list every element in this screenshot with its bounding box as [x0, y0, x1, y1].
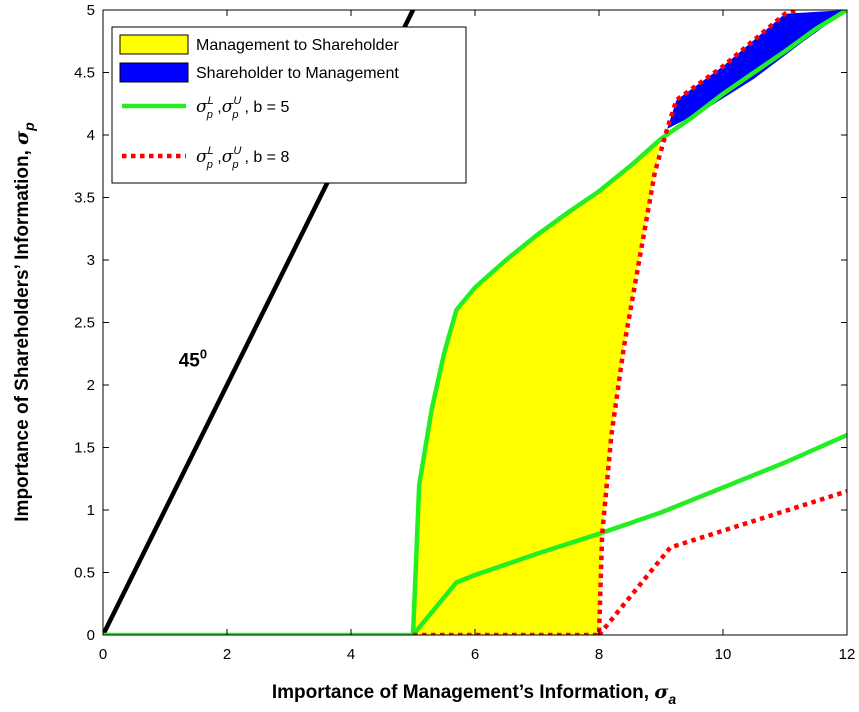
legend-sigma-lower-b5: σ — [196, 97, 208, 117]
legend-sigma-upper-b8: σ — [222, 147, 234, 167]
y-axis-title: Importance of Shareholders’ Information,… — [11, 122, 37, 522]
legend-label-management-to-shareholder: Management to Shareholder — [196, 37, 399, 54]
y-tick-label: 1 — [87, 502, 95, 519]
x-axis-title-text: Importance of Management’s Information, — [272, 682, 655, 703]
legend-sigma-lower-b5-sup: L — [208, 95, 214, 107]
y-tick-label: 3.5 — [74, 190, 95, 207]
legend: Management to Shareholder Shareholder to… — [111, 26, 467, 184]
y-axis-ticks: 0 0.5 1 1.5 2 2.5 3 3.5 4 4.5 5 — [74, 2, 847, 644]
legend-sigma-lower-b8-sup: L — [208, 145, 214, 157]
legend-swatch-blue — [119, 62, 189, 83]
legend-entry-management-to-shareholder: Management to Shareholder — [119, 34, 399, 55]
legend-sigma-lower-b8: σ — [196, 147, 208, 167]
legend-label-b5: σL p ,σU p, b = 5 — [196, 95, 289, 121]
annotation-45-degrees-sup: 0 — [200, 346, 207, 361]
y-tick-label: 1.5 — [74, 440, 95, 457]
x-axis-title-symbol: σ — [654, 681, 669, 703]
region-management-to-shareholder — [413, 138, 661, 635]
x-axis-title: Importance of Management’s Information, … — [272, 681, 677, 707]
annotation-45-degrees-value: 45 — [179, 350, 201, 371]
x-axis-ticks: 0 2 4 6 8 10 12 — [99, 10, 856, 663]
legend-entry-shareholder-to-management: Shareholder to Management — [119, 62, 399, 83]
y-axis-title-subscript: p — [21, 122, 37, 132]
y-tick-label: 5 — [87, 2, 95, 19]
y-tick-label: 4 — [87, 127, 95, 144]
x-axis-title-subscript: a — [668, 691, 676, 707]
x-tick-label: 6 — [471, 646, 479, 663]
legend-separator-b5: , — [213, 99, 222, 116]
legend-sigma-upper-b8-sup: U — [233, 145, 241, 157]
legend-entry-b8: σL p ,σU p, b = 8 — [122, 145, 289, 171]
x-tick-label: 2 — [223, 646, 231, 663]
legend-sigma-upper-b5: σ — [222, 97, 234, 117]
legend-sigma-upper-b8-sub: p — [231, 159, 238, 171]
x-tick-label: 4 — [347, 646, 355, 663]
y-axis-title-symbol: σ — [11, 130, 33, 145]
legend-sigma-lower-b5-sub: p — [206, 109, 213, 121]
series-line-b5-upper — [103, 10, 847, 635]
legend-b-value-b5: , b = 5 — [244, 99, 289, 116]
x-tick-label: 12 — [839, 646, 856, 663]
x-tick-label: 8 — [595, 646, 603, 663]
y-axis-title-text: Importance of Shareholders’ Information, — [12, 145, 33, 522]
y-tick-label: 2 — [87, 377, 95, 394]
x-tick-label: 0 — [99, 646, 107, 663]
legend-sigma-lower-b8-sub: p — [206, 159, 213, 171]
series-line-b8-lower — [597, 489, 847, 635]
legend-b-value-b8: , b = 8 — [244, 149, 289, 166]
legend-sigma-upper-b5-sup: U — [233, 95, 241, 107]
y-tick-label: 4.5 — [74, 65, 95, 82]
plot-area — [102, 9, 848, 636]
legend-entry-b5: σL p ,σU p, b = 5 — [122, 95, 289, 121]
y-tick-label: 0.5 — [74, 565, 95, 582]
y-tick-label: 3 — [87, 252, 95, 269]
series-line-b5-lower — [410, 432, 847, 635]
legend-swatch-yellow — [119, 34, 189, 55]
legend-separator-b8: , — [213, 149, 222, 166]
annotation-45-degrees: 450 — [179, 346, 207, 371]
x-tick-label: 10 — [715, 646, 732, 663]
legend-label-b8: σL p ,σU p, b = 8 — [196, 145, 289, 171]
y-tick-label: 0 — [87, 627, 95, 644]
legend-sigma-upper-b5-sub: p — [231, 109, 238, 121]
legend-label-shareholder-to-management: Shareholder to Management — [196, 65, 399, 82]
y-tick-label: 2.5 — [74, 315, 95, 332]
